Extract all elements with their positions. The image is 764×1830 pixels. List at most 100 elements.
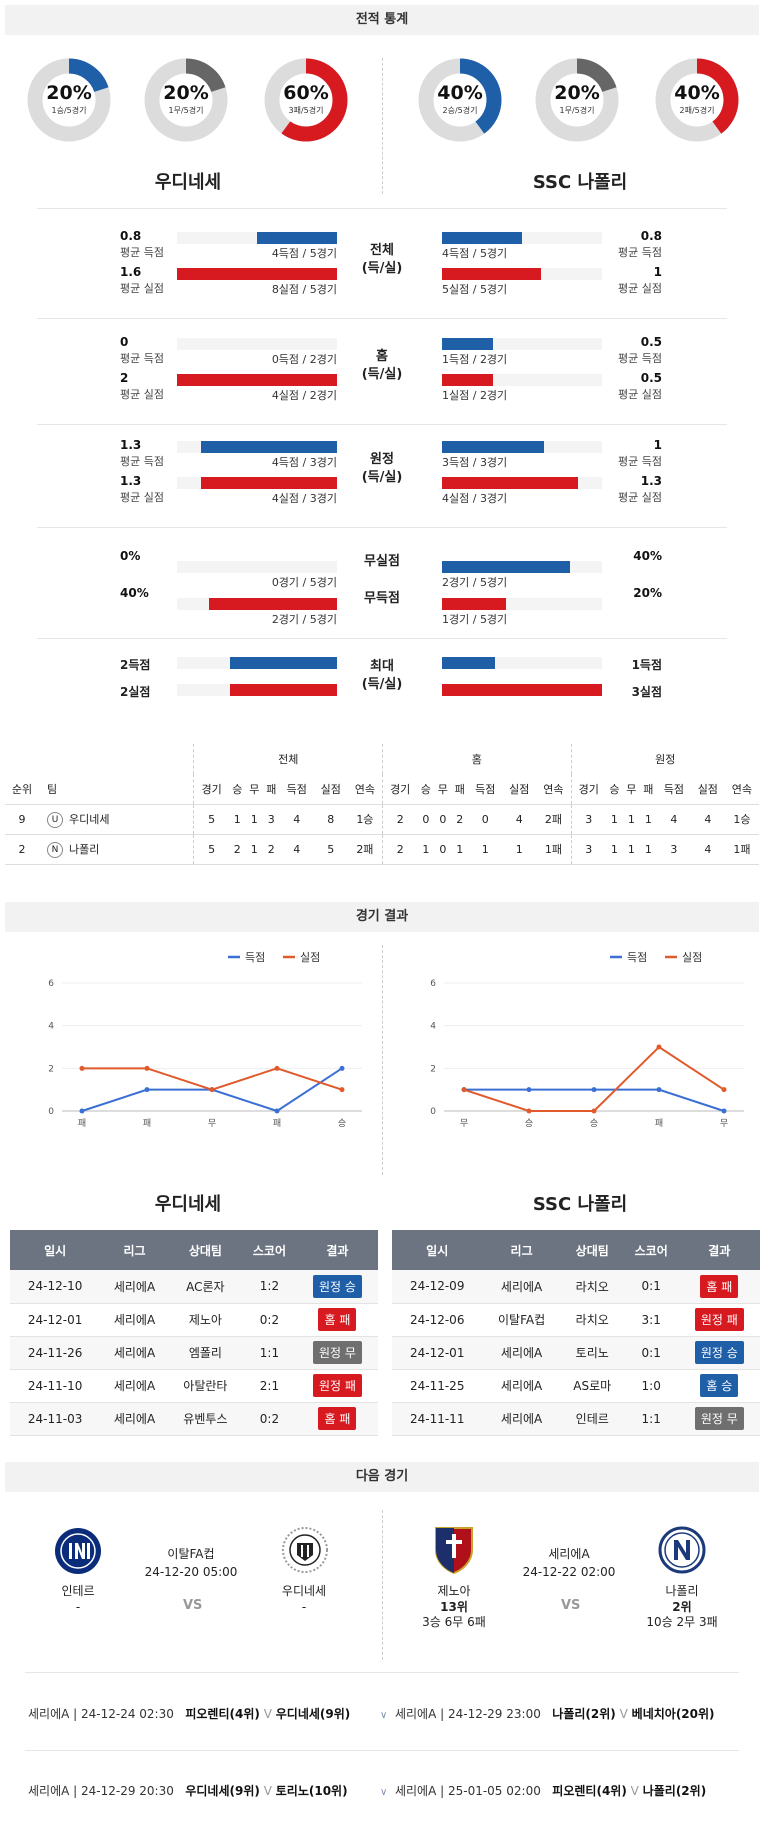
stat-cell: 1	[639, 834, 657, 865]
upcoming-home: 피오렌티(4위)	[185, 1707, 260, 1721]
upcoming-away: 토리노(10위)	[275, 1784, 348, 1798]
result-badge: 홈 패	[700, 1274, 739, 1298]
match-league: 세리에A	[100, 1270, 169, 1304]
next-right-away-name: 나폴리	[665, 1584, 699, 1598]
next-left-time: 24-12-20 05:00	[144, 1565, 238, 1579]
match-league: 세리에A	[100, 1303, 169, 1337]
stat-cell: 4	[656, 804, 691, 835]
upcoming-info: 세리에A | 24-12-24 02:30	[28, 1707, 174, 1721]
left-stat-value: 1.3	[120, 438, 142, 452]
match-opponent: 인테르	[560, 1402, 624, 1436]
results-col-header: 리그	[482, 1230, 561, 1270]
match-date: 24-12-01	[10, 1303, 101, 1337]
right-stat-count: 4득점 / 5경기	[442, 247, 508, 260]
result-row: 24-11-11 세리에A 인테르 1:1 원정 무	[392, 1402, 760, 1436]
upcoming-away: 베네치아(20위)	[631, 1707, 715, 1721]
right-stat-count: 3득점 / 3경기	[442, 456, 508, 469]
data-point	[79, 1065, 85, 1071]
standings-col-header: 무	[622, 774, 640, 805]
donut-count: 2승/5경기	[442, 106, 478, 115]
stat-cell: 5	[313, 834, 348, 865]
stat-cell: 1	[502, 834, 537, 865]
data-point	[274, 1065, 280, 1071]
group-home: 홈	[382, 744, 572, 774]
donut-count: 1무/5경기	[559, 106, 595, 115]
right-stat-bar	[442, 477, 578, 489]
x-tick-label: 패	[78, 1118, 86, 1129]
x-tick-label: 승	[338, 1118, 346, 1129]
result-badge: 원정 패	[694, 1308, 744, 1331]
clean-label: 무득점	[364, 591, 400, 606]
upcoming-left[interactable]: 세리에A | 24-12-24 02:30 피오렌티(4위) V 우디네세(9위…	[28, 1705, 350, 1722]
match-date: 24-12-06	[392, 1303, 483, 1337]
stat-cell: 3	[262, 804, 280, 835]
x-tick-label: 무	[208, 1118, 216, 1129]
donut-percent: 20%	[46, 82, 92, 104]
upcoming-v: V	[263, 1707, 272, 1721]
stat-cell: 1	[622, 834, 640, 865]
right-clean-count: 1경기 / 5경기	[442, 613, 508, 626]
data-point	[339, 1065, 345, 1071]
away-results-title: SSC 나폴리	[532, 1194, 628, 1215]
match-date: 24-12-09	[392, 1270, 483, 1304]
upcoming-right[interactable]: ∨ 세리에A | 25-01-05 02:00 피오렌티(4위) V 나폴리(2…	[380, 1782, 706, 1799]
upcoming-right[interactable]: ∨ 세리에A | 24-12-29 23:00 나폴리(2위) V 베네치아(2…	[380, 1705, 715, 1722]
data-point	[209, 1087, 215, 1093]
standings-col-header: 득점	[656, 774, 691, 805]
data-point	[461, 1087, 467, 1093]
left-stat-count: 4득점 / 5경기	[271, 247, 337, 260]
standings-col-header: 경기	[193, 774, 229, 805]
next-right-home-name: 제노아	[437, 1584, 471, 1598]
home-team-title: 우디네세	[154, 172, 222, 193]
upcoming-v: V	[619, 1707, 628, 1721]
stat-group-label: 원정 (득/실)	[361, 452, 403, 485]
right-stat-count: 1득점 / 2경기	[442, 353, 508, 366]
upcoming-away: 나폴리(2위)	[642, 1784, 707, 1798]
x-tick-label: 패	[273, 1118, 281, 1129]
right-max-value: 1득점	[631, 658, 662, 672]
right-max-bar	[442, 684, 602, 696]
series-line-conceded	[463, 1045, 725, 1112]
result-badge: 홈 패	[318, 1308, 357, 1331]
stat-cell: 0	[434, 804, 452, 835]
rank-cell: 2	[5, 834, 39, 865]
match-date: 24-11-03	[10, 1402, 101, 1436]
right-stat-value: 0.8	[640, 229, 662, 243]
upcoming-left[interactable]: 세리에A | 24-12-29 20:30 우디네세(9위) V 토리노(10위…	[28, 1782, 348, 1799]
stat-cell: 3	[570, 804, 606, 835]
next-right-home-rank: 13위	[440, 1600, 468, 1614]
right-stat-value: 1	[653, 265, 662, 279]
right-clean-bar	[442, 598, 506, 610]
match-score: 0:2	[241, 1402, 297, 1436]
donut-percent: 40%	[437, 82, 483, 104]
left-stat-bar	[201, 477, 337, 489]
match-result: 원정 패	[678, 1303, 760, 1337]
standings-col-header: 연속	[347, 774, 383, 805]
upcoming-v: V	[630, 1784, 639, 1798]
left-stat-label: 평균 득점	[120, 455, 164, 468]
match-date: 24-11-26	[10, 1336, 101, 1370]
match-league: 세리에A	[482, 1270, 561, 1304]
stat-cell: 2	[228, 834, 246, 865]
right-stat-label: 평균 실점	[618, 491, 662, 504]
y-tick-label: 6	[48, 979, 54, 989]
section-title-next: 다음 경기	[5, 1462, 759, 1492]
results-col-header: 일시	[392, 1230, 483, 1270]
stat-group-label: 홈 (득/실)	[361, 349, 403, 382]
result-row: 24-11-26 세리에A 엠폴리 1:1 원정 무	[10, 1336, 378, 1370]
right-stat-value: 0.5	[640, 371, 662, 385]
series-line-conceded	[82, 1067, 343, 1091]
stat-cell: 8	[313, 804, 348, 835]
team-cell: N 나폴리	[38, 834, 194, 865]
divider	[37, 208, 727, 209]
left-stat-label: 평균 득점	[120, 246, 164, 259]
divider	[37, 424, 727, 425]
stat-cell: 1패	[536, 834, 572, 865]
stat-cell: 1	[468, 834, 503, 865]
standings-col-header: 연속	[536, 774, 572, 805]
stat-cell: 1	[245, 804, 263, 835]
y-tick-label: 0	[48, 1107, 54, 1117]
result-row: 24-11-03 세리에A 유벤투스 0:2 홈 패	[10, 1402, 378, 1436]
standings-col-header: 패	[639, 774, 657, 805]
section-title-stats: 전적 통계	[5, 5, 759, 35]
